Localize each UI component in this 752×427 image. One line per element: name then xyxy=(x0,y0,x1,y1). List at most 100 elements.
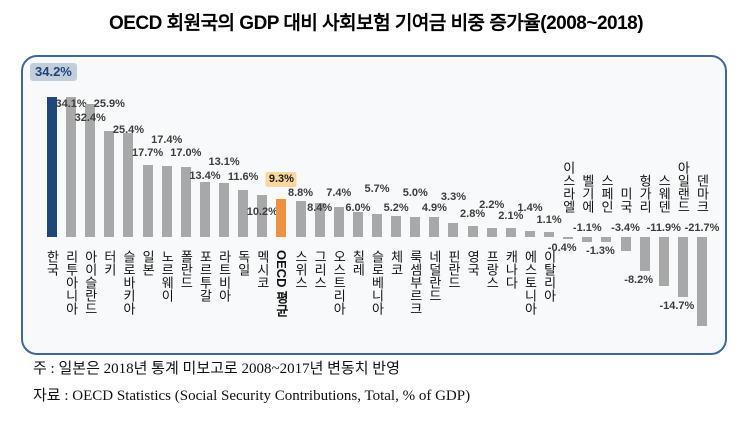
value-label-노르웨이: 17.4% xyxy=(151,133,183,146)
category-label-헝가리: 헝가리 xyxy=(637,174,653,213)
category-label-폴란드: 폴란드 xyxy=(178,250,194,289)
category-label-칠레: 칠레 xyxy=(350,250,366,276)
bar-칠레 xyxy=(352,212,363,237)
category-label-프랑스: 프랑스 xyxy=(484,250,500,289)
value-label-벨기에: -1.1% xyxy=(572,222,602,234)
category-label-슬로베니아: 슬로베니아 xyxy=(369,250,385,315)
value-label-캐나다: 2.1% xyxy=(498,210,524,223)
category-label-체코: 체코 xyxy=(388,250,404,276)
footnotes: 주 : 일본은 2018년 통계 미보고로 2008~2017년 변동치 반영 … xyxy=(33,360,733,414)
bar-핀란드 xyxy=(448,223,459,237)
chart-panel: 34.2% 한국 34.1% 리투아니아 32.4% 아이슬란드 25.9% 터키 25.4% 슬… xyxy=(21,55,727,355)
category-label-스페인: 스페인 xyxy=(598,174,614,213)
value-label-프랑스: 2.2% xyxy=(479,198,505,211)
bar-아이슬란드 xyxy=(85,104,96,237)
value-label-에스토니아: 1.4% xyxy=(517,202,543,215)
value-label-이탈리아: 1.1% xyxy=(536,214,562,227)
bar-OECD 평균 xyxy=(276,198,287,237)
value-label-일본: 17.7% xyxy=(131,146,164,159)
category-label-영국: 영국 xyxy=(465,250,481,276)
category-label-터키: 터키 xyxy=(101,250,117,276)
category-label-룩셈부르크: 룩셈부르크 xyxy=(407,250,423,315)
category-label-리투아니아: 리투아니아 xyxy=(63,250,79,315)
value-label-라트비아: 13.1% xyxy=(208,156,240,169)
category-label-오스트리아: 오스트리아 xyxy=(331,250,347,315)
value-label-핀란드: 3.3% xyxy=(440,191,467,204)
bar-스위스 xyxy=(295,200,306,237)
bar-스페인 xyxy=(601,237,612,243)
value-label-독일: 11.6% xyxy=(227,170,259,183)
value-label-스웨덴: -11.9% xyxy=(646,222,681,234)
category-label-포르투갈: 포르투갈 xyxy=(197,250,213,302)
category-label-한국: 한국 xyxy=(44,250,60,276)
bar-리투아니아 xyxy=(66,97,77,237)
category-label-노르웨이: 노르웨이 xyxy=(159,250,175,302)
category-label-그리스: 그리스 xyxy=(312,250,328,289)
value-label-체코: 5.2% xyxy=(383,201,409,214)
value-label-슬로바키아: 25.4% xyxy=(112,124,145,136)
value-label-칠레: 6.0% xyxy=(345,202,371,215)
category-label-이탈리아: 이탈리아 xyxy=(541,250,557,302)
value-label-스페인: -1.3% xyxy=(586,245,615,258)
bar-터키 xyxy=(104,130,115,237)
footnote-japan: 주 : 일본은 2018년 통계 미보고로 2008~2017년 변동치 반영 xyxy=(33,361,400,377)
category-label-핀란드: 핀란드 xyxy=(445,250,461,289)
bar-그리스 xyxy=(314,202,325,237)
category-label-스위스: 스위스 xyxy=(293,250,309,289)
footnote-source: 자료 : OECD Statistics (Social Security Co… xyxy=(33,388,471,404)
bar-독일 xyxy=(238,189,249,237)
value-label-터키: 25.9% xyxy=(93,97,125,110)
bar-라트비아 xyxy=(219,183,230,237)
bar-룩셈부르크 xyxy=(410,216,421,237)
category-label-멕시코: 멕시코 xyxy=(254,250,270,289)
value-label-그리스: 8.4% xyxy=(307,201,333,214)
bar-체코 xyxy=(391,215,402,237)
bar-프랑스 xyxy=(486,227,497,237)
category-label-덴마크: 덴마크 xyxy=(694,174,710,213)
bar-이탈리아 xyxy=(544,232,555,237)
bar-슬로바키아 xyxy=(123,133,134,237)
category-label-이스라엘: 이스라엘 xyxy=(560,161,576,213)
value-label-한국: 34.2% xyxy=(30,63,77,81)
bar-영국 xyxy=(467,225,478,237)
bar-미국 xyxy=(620,237,631,251)
category-label-아일랜드: 아일랜드 xyxy=(675,161,691,213)
value-label-스위스: 8.8% xyxy=(287,186,314,199)
bar-일본 xyxy=(142,164,153,237)
bar-덴마크 xyxy=(697,237,707,326)
value-label-영국: 2.8% xyxy=(460,207,486,220)
bar-에스토니아 xyxy=(524,231,535,237)
bar-아일랜드 xyxy=(677,237,688,298)
category-label-일본: 일본 xyxy=(140,250,156,276)
value-label-OECD 평균: 9.3% xyxy=(265,171,297,187)
bar-캐나다 xyxy=(505,228,516,237)
chart-area: 34.2% 한국 34.1% 리투아니아 32.4% 아이슬란드 25.9% 터키 25.4% 슬… xyxy=(23,57,725,353)
value-label-아이슬란드: 32.4% xyxy=(74,112,106,125)
bar-오스트리아 xyxy=(333,206,344,237)
value-label-미국: -3.4% xyxy=(611,222,640,234)
category-label-벨기에: 벨기에 xyxy=(579,174,595,213)
value-label-멕시코: 10.2% xyxy=(246,206,278,219)
value-label-아일랜드: -14.7% xyxy=(659,300,695,313)
value-label-오스트리아: 7.4% xyxy=(326,186,352,199)
category-label-스웨덴: 스웨덴 xyxy=(656,174,672,213)
bar-네덜란드 xyxy=(429,216,440,237)
bar-스웨덴 xyxy=(658,237,669,286)
category-label-슬로바키아: 슬로바키아 xyxy=(120,250,136,315)
category-label-OECD 평균: OECD 평균 xyxy=(273,250,289,318)
category-label-라트비아: 라트비아 xyxy=(216,250,232,302)
category-label-아이슬란드: 아이슬란드 xyxy=(82,250,98,315)
category-label-에스토니아: 에스토니아 xyxy=(522,250,538,315)
bar-슬로베니아 xyxy=(372,213,382,237)
value-label-리투아니아: 34.1% xyxy=(55,98,87,111)
bar-한국 xyxy=(47,96,57,237)
value-label-슬로베니아: 5.7% xyxy=(364,182,390,195)
value-label-룩셈부르크: 5.0% xyxy=(402,186,428,199)
bar-포르투갈 xyxy=(199,182,210,237)
bar-노르웨이 xyxy=(161,165,172,237)
page-title: OECD 회원국의 GDP 대비 사회보험 기여금 비중 증가율(2008~20… xyxy=(108,13,644,34)
bar-폴란드 xyxy=(180,167,191,237)
bar-멕시코 xyxy=(257,195,268,237)
category-label-독일: 독일 xyxy=(235,250,251,276)
bar-헝가리 xyxy=(639,237,650,271)
